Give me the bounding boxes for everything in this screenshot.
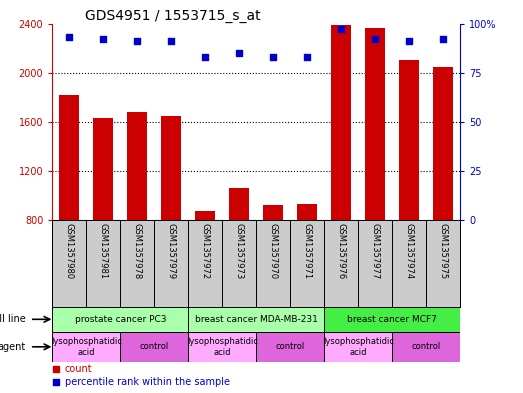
Text: agent: agent xyxy=(0,342,26,352)
Text: control: control xyxy=(412,342,441,351)
Bar xyxy=(120,332,188,362)
Bar xyxy=(195,211,215,318)
Bar xyxy=(256,332,324,362)
Text: GSM1357979: GSM1357979 xyxy=(167,223,176,279)
Text: GSM1357970: GSM1357970 xyxy=(269,223,278,279)
Point xyxy=(303,54,311,60)
Point xyxy=(405,38,413,44)
Text: GSM1357975: GSM1357975 xyxy=(439,223,448,279)
Bar xyxy=(52,307,188,332)
Bar xyxy=(263,205,283,318)
Text: breast cancer MDA-MB-231: breast cancer MDA-MB-231 xyxy=(195,315,317,324)
Text: control: control xyxy=(276,342,305,351)
Bar xyxy=(93,118,113,318)
Bar xyxy=(297,204,317,318)
Bar xyxy=(188,332,256,362)
Text: lysophosphatidic
acid: lysophosphatidic acid xyxy=(187,337,258,356)
Text: GSM1357977: GSM1357977 xyxy=(371,223,380,279)
Point xyxy=(337,26,345,33)
Point xyxy=(52,366,61,373)
Point xyxy=(99,36,108,42)
Bar xyxy=(52,332,120,362)
Text: GSM1357980: GSM1357980 xyxy=(65,223,74,279)
Bar xyxy=(127,112,147,318)
Bar xyxy=(324,332,392,362)
Point xyxy=(235,50,243,56)
Bar xyxy=(229,188,249,318)
Text: percentile rank within the sample: percentile rank within the sample xyxy=(64,377,230,387)
Point xyxy=(167,38,175,44)
Point xyxy=(371,36,379,42)
Bar xyxy=(59,95,79,318)
Text: GSM1357978: GSM1357978 xyxy=(133,223,142,279)
Text: control: control xyxy=(140,342,169,351)
Point xyxy=(201,54,209,60)
Text: GSM1357974: GSM1357974 xyxy=(405,223,414,279)
Bar xyxy=(433,66,453,318)
Text: breast cancer MCF7: breast cancer MCF7 xyxy=(347,315,437,324)
Bar xyxy=(392,332,460,362)
Bar xyxy=(188,307,324,332)
Text: GSM1357976: GSM1357976 xyxy=(337,223,346,279)
Text: GSM1357973: GSM1357973 xyxy=(235,223,244,279)
Bar xyxy=(324,307,460,332)
Point xyxy=(439,36,447,42)
Text: lysophosphatidic
acid: lysophosphatidic acid xyxy=(51,337,122,356)
Text: cell line: cell line xyxy=(0,314,26,324)
Bar xyxy=(161,116,181,318)
Text: count: count xyxy=(64,364,92,374)
Text: GSM1357981: GSM1357981 xyxy=(99,223,108,279)
Point xyxy=(52,379,61,385)
Text: GSM1357971: GSM1357971 xyxy=(303,223,312,279)
Text: prostate cancer PC3: prostate cancer PC3 xyxy=(75,315,166,324)
Point xyxy=(269,54,277,60)
Text: GDS4951 / 1553715_s_at: GDS4951 / 1553715_s_at xyxy=(85,9,260,22)
Bar xyxy=(365,28,385,318)
Bar xyxy=(399,61,419,318)
Text: lysophosphatidic
acid: lysophosphatidic acid xyxy=(323,337,394,356)
Point xyxy=(133,38,141,44)
Point xyxy=(65,34,73,40)
Bar xyxy=(331,25,351,318)
Text: GSM1357972: GSM1357972 xyxy=(201,223,210,279)
